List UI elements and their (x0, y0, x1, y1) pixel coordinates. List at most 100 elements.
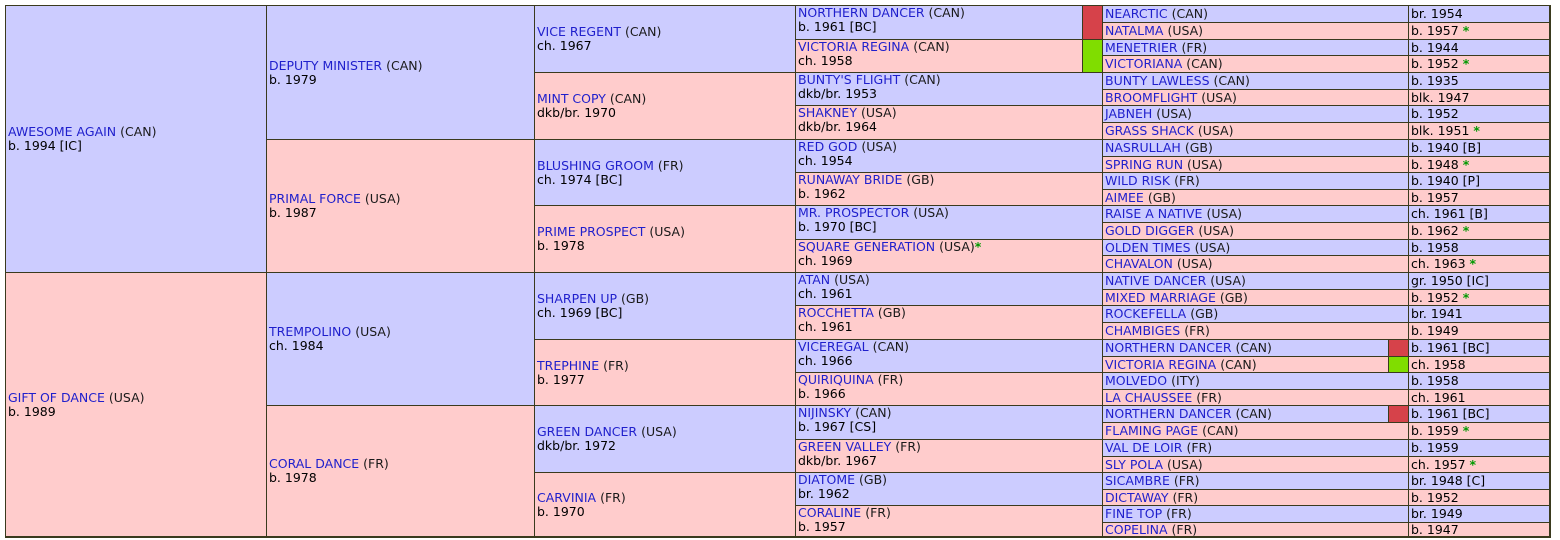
gen5-horse-cell: MOLVEDO (ITY) (1103, 373, 1409, 390)
horse-country: (ITY) (1171, 373, 1200, 388)
horse-name-link[interactable]: AWESOME AGAIN (8, 124, 117, 139)
horse-info: b. 1967 [CS] (798, 419, 877, 434)
horse-info: ch. 1961 (798, 286, 853, 301)
horse-name-link[interactable]: FINE TOP (1105, 506, 1163, 521)
horse-info-row: b. 1957 * (1411, 24, 1549, 38)
horse-name-link[interactable]: BUNTY'S FLIGHT (798, 73, 901, 87)
horse-name-link[interactable]: NEARCTIC (1105, 6, 1168, 21)
horse-name-link[interactable]: MIXED MARRIAGE (1105, 290, 1216, 305)
gen5-horse-cell: NATALMA (USA) (1103, 23, 1409, 40)
horse-country: (CAN) (1220, 357, 1257, 372)
horse-name-link[interactable]: CORAL DANCE (269, 456, 360, 471)
horse-name-link[interactable]: DIATOME (798, 473, 856, 487)
horse-info: ch. 1963 (1411, 256, 1466, 271)
horse-name-row: GREEN VALLEY (FR) (798, 440, 1102, 454)
horse-country: (CAN) (872, 340, 910, 354)
horse-name-link[interactable]: GIFT OF DANCE (8, 389, 105, 405)
horse-name-link[interactable]: NASRULLAH (1105, 140, 1181, 155)
horse-country: (USA) (913, 206, 949, 220)
horse-name-link[interactable]: AIMEE (1105, 190, 1144, 205)
horse-name-link[interactable]: NATIVE DANCER (1105, 273, 1207, 288)
horse-name-link[interactable]: CARVINIA (537, 489, 597, 505)
horse-name-link[interactable]: NORTHERN DANCER (1105, 406, 1232, 421)
horse-name-link[interactable]: RAISE A NATIVE (1105, 206, 1203, 221)
horse-country: (GB) (859, 473, 888, 487)
horse-name-link[interactable]: PRIME PROSPECT (537, 224, 646, 239)
horse-name-link[interactable]: MENETRIER (1105, 40, 1178, 55)
horse-name-link[interactable]: DEPUTY MINISTER (269, 57, 383, 73)
horse-name-link[interactable]: SPRING RUN (1105, 157, 1184, 172)
horse-name-link[interactable]: VAL DE LOIR (1105, 440, 1183, 455)
horse-country: (USA) (1206, 206, 1243, 221)
gen5-info-cell: b. 1935 (1409, 73, 1550, 90)
horse-name-link[interactable]: CHAMBIGES (1105, 323, 1181, 338)
horse-name-link[interactable]: BLUSHING GROOM (537, 157, 654, 173)
horse-name-link[interactable]: GREEN VALLEY (798, 440, 892, 454)
horse-info: br. 1949 (1411, 506, 1463, 521)
horse-country: (USA) (364, 191, 401, 206)
horse-country: (USA) (355, 324, 391, 339)
horse-name-link[interactable]: PRIMAL FORCE (269, 191, 361, 206)
gen5-horse-cell: NASRULLAH (GB) (1103, 140, 1409, 157)
horse-name-link[interactable]: VICEREGAL (798, 340, 869, 354)
horse-country: (GB) (1190, 306, 1219, 321)
horse-name-link[interactable]: RUNAWAY BRIDE (798, 173, 903, 187)
horse-info-row: blk. 1947 (1411, 90, 1549, 105)
horse-name-link[interactable]: SHARPEN UP (537, 291, 618, 306)
horse-name-link[interactable]: VICTORIA REGINA (1105, 357, 1217, 372)
horse-name-link[interactable]: MR. PROSPECTOR (798, 206, 910, 220)
horse-name-link[interactable]: BROOMFLIGHT (1105, 90, 1198, 105)
horse-name-link[interactable]: VICTORIA REGINA (798, 40, 910, 54)
horse-name-link[interactable]: OLDEN TIMES (1105, 240, 1191, 255)
horse-info-row: blk. 1951 * (1411, 124, 1549, 138)
horse-name-link[interactable]: VICE REGENT (537, 24, 621, 39)
horse-name-link[interactable]: SICAMBRE (1105, 473, 1170, 488)
horse-name-link[interactable]: NIJINSKY (798, 406, 852, 420)
horse-country: (FR) (895, 440, 921, 454)
horse-name-link[interactable]: GREEN DANCER (537, 424, 638, 439)
horse-info-row: b. 1962 * (1411, 224, 1549, 238)
horse-name-link[interactable]: MOLVEDO (1105, 373, 1168, 388)
horse-name-link[interactable]: TREMPOLINO (269, 324, 352, 339)
gen4-horse-cell: GREEN VALLEY (FR) dkb/br. 1967 (796, 440, 1103, 473)
horse-name-link[interactable]: VICTORIANA (1105, 56, 1183, 71)
horse-name-link[interactable]: SLY POLA (1105, 457, 1164, 472)
horse-name-link[interactable]: QUIRIQUINA (798, 373, 874, 387)
horse-country: (CAN) (609, 91, 647, 106)
horse-name-link[interactable]: NORTHERN DANCER (1105, 340, 1232, 355)
inbreeding-marker-red (1083, 6, 1103, 40)
gen4-horse-cell: CORALINE (FR) b. 1957 (796, 506, 1103, 537)
horse-country: (FR) (1196, 390, 1222, 405)
horse-name-link[interactable]: CHAVALON (1105, 256, 1173, 271)
horse-name-link[interactable]: GRASS SHACK (1105, 123, 1194, 138)
horse-name-link[interactable]: NORTHERN DANCER (798, 6, 925, 20)
gen4-horse-cell: QUIRIQUINA (FR) b. 1966 (796, 373, 1103, 406)
horse-name-link[interactable]: ROCCHETTA (798, 306, 874, 320)
horse-name-link[interactable]: COPELINA (1105, 523, 1168, 537)
horse-name-row: RUNAWAY BRIDE (GB) (798, 173, 1102, 187)
horse-info: dkb/br. 1972 (537, 438, 617, 453)
horse-name-link[interactable]: MINT COPY (537, 91, 606, 106)
horse-name-link[interactable]: FLAMING PAGE (1105, 423, 1199, 438)
horse-name-link[interactable]: DICTAWAY (1105, 490, 1169, 505)
horse-name-link[interactable]: LA CHAUSSEE (1105, 390, 1193, 405)
horse-name-link[interactable]: SHAKNEY (798, 106, 857, 120)
horse-name-link[interactable]: GOLD DIGGER (1105, 223, 1195, 238)
horse-name-link[interactable]: JABNEH (1105, 106, 1153, 121)
horse-name-link[interactable]: BUNTY LAWLESS (1105, 73, 1210, 88)
horse-name-link[interactable]: RED GOD (798, 140, 858, 154)
gen5-horse-cell: JABNEH (USA) (1103, 106, 1409, 123)
horse-name-link[interactable]: ROCKEFELLA (1105, 306, 1187, 321)
horse-name-link[interactable]: NATALMA (1105, 23, 1164, 38)
horse-name-link[interactable]: WILD RISK (1105, 173, 1171, 188)
horse-name-row: CARVINIA (FR) (537, 489, 795, 505)
gen5-horse-cell: NEARCTIC (CAN) (1103, 6, 1409, 23)
horse-info: b. 1977 (537, 371, 585, 387)
horse-name-link[interactable]: CORALINE (798, 506, 862, 520)
horse-country: (USA) (1167, 457, 1203, 472)
horse-name-row: TREMPOLINO (USA) (269, 325, 534, 339)
horse-name-link[interactable]: ATAN (798, 273, 831, 287)
horse-name-row: QUIRIQUINA (FR) (798, 373, 1102, 387)
horse-name-link[interactable]: SQUARE GENERATION (798, 240, 936, 254)
horse-name-link[interactable]: TREPHINE (537, 357, 600, 373)
